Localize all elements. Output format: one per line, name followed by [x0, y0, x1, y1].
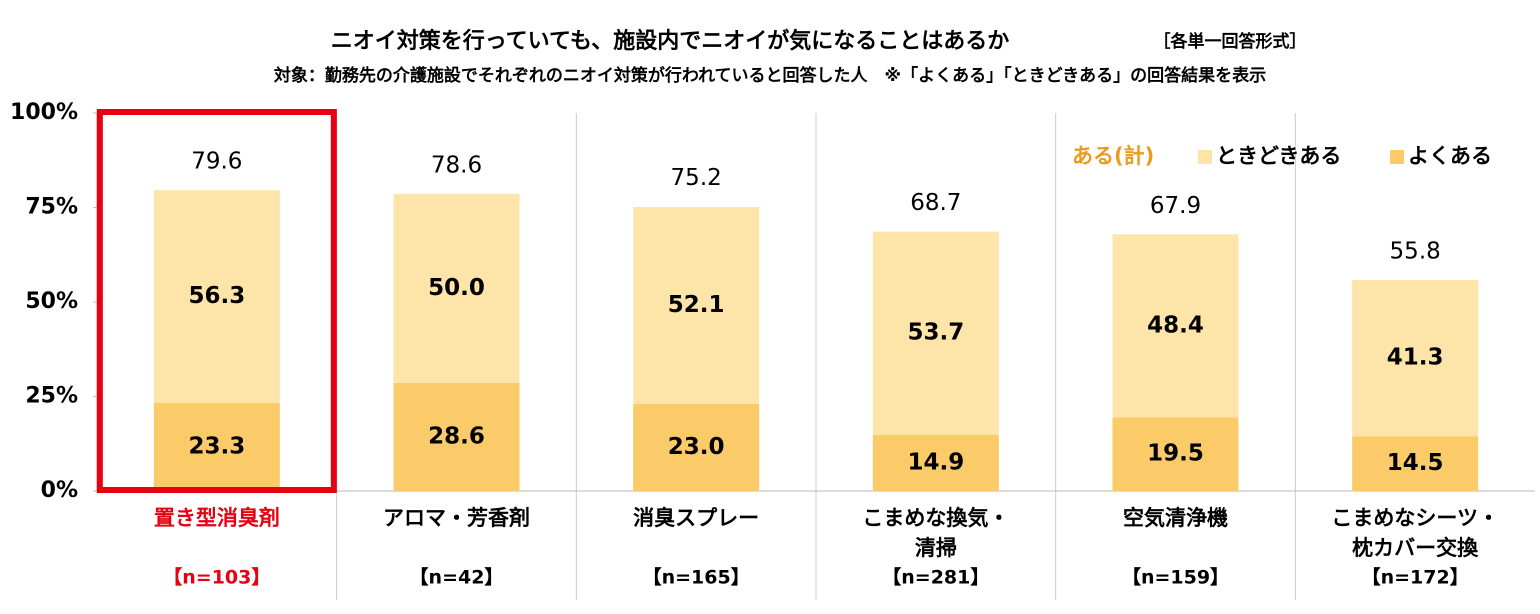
- y-tick-label: 25%: [25, 384, 78, 409]
- bar-segment: [153, 190, 280, 403]
- highlight-box: [96, 109, 337, 493]
- total-label: 55.8: [1390, 239, 1441, 265]
- value-label: 23.3: [188, 433, 245, 459]
- x-tick-label: 枕カバー交換: [1352, 536, 1479, 560]
- value-label: 14.9: [907, 449, 964, 475]
- value-label: 28.6: [428, 423, 485, 449]
- x-tick-label: 空気清浄機: [1123, 506, 1228, 530]
- total-label: 78.6: [431, 152, 482, 178]
- legend-swatch: [1198, 150, 1212, 164]
- total-label: 79.6: [191, 149, 242, 175]
- legend-swatch: [1390, 150, 1404, 164]
- x-tick-label: こまめな換気・: [862, 506, 1009, 530]
- bar-segment: [1352, 280, 1479, 437]
- sample-size: 【n=159】: [1122, 566, 1229, 589]
- bar-segment: [633, 207, 760, 405]
- total-label: 75.2: [671, 165, 722, 191]
- value-label: 50.0: [428, 275, 485, 301]
- y-tick-label: 0%: [41, 478, 78, 503]
- x-tick-label: 置き型消臭剤: [154, 506, 280, 530]
- bar-segment: [153, 402, 280, 491]
- value-label: 23.0: [668, 434, 725, 460]
- legend-total: ある(計): [1072, 144, 1154, 168]
- bar-segment: [872, 231, 999, 435]
- value-label: 56.3: [188, 283, 245, 309]
- value-label: 14.5: [1387, 450, 1444, 476]
- bar-segment: [393, 382, 520, 491]
- value-label: 19.5: [1147, 441, 1204, 467]
- legend-label: よくある: [1408, 144, 1492, 168]
- title-note: ［各単一回答形式］: [1154, 31, 1307, 52]
- value-label: 53.7: [907, 320, 964, 346]
- y-tick-label: 100%: [10, 100, 78, 125]
- x-tick-label: 清掃: [915, 536, 957, 560]
- bar-segment: [872, 434, 999, 491]
- chart-title: ニオイ対策を行っていても、施設内でニオイが気になることはあるか: [331, 28, 1009, 54]
- bar-segment: [1352, 436, 1479, 491]
- x-tick-label: 消臭スプレー: [633, 506, 759, 530]
- sample-size: 【n=172】: [1362, 566, 1469, 589]
- bar-segment: [393, 193, 520, 383]
- y-tick-label: 50%: [25, 289, 78, 314]
- sample-size: 【n=165】: [643, 566, 750, 589]
- bar-segment: [1112, 417, 1239, 491]
- chart-subtitle: 対象：勤務先の介護施設でそれぞれのニオイ対策が行われていると回答した人 ※「よく…: [273, 65, 1266, 86]
- bar-segment: [633, 404, 760, 491]
- bar-segment: [1112, 234, 1239, 418]
- sample-size: 【n=42】: [410, 566, 504, 589]
- legend-label: ときどきある: [1216, 144, 1341, 168]
- x-tick-label: アロマ・芳香剤: [383, 506, 530, 530]
- value-label: 48.4: [1147, 312, 1204, 338]
- total-label: 68.7: [910, 190, 961, 216]
- y-tick-label: 75%: [25, 195, 78, 220]
- value-label: 52.1: [668, 292, 725, 318]
- value-label: 41.3: [1387, 345, 1444, 371]
- sample-size: 【n=103】: [163, 566, 270, 589]
- total-label: 67.9: [1150, 193, 1201, 219]
- sample-size: 【n=281】: [882, 566, 989, 589]
- x-tick-label: こまめなシーツ・: [1331, 506, 1499, 530]
